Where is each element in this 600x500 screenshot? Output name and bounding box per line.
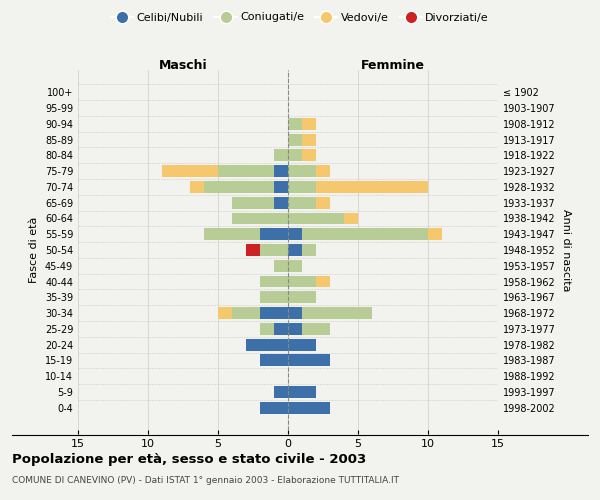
Bar (246, 338, 288, 350)
Bar (260, 323, 274, 335)
Bar (162, 165, 218, 177)
Bar (274, 386, 288, 398)
Text: Maschi: Maschi (158, 59, 208, 72)
Legend: Celibi/Nubili, Coniugati/e, Vedovi/e, Divorziati/e: Celibi/Nubili, Coniugati/e, Vedovi/e, Di… (107, 8, 493, 27)
Bar (288, 212, 344, 224)
Text: Popolazione per età, sesso e stato civile - 2003: Popolazione per età, sesso e stato civil… (12, 452, 366, 466)
Bar (274, 323, 288, 335)
Bar (288, 307, 302, 319)
Text: Femmine: Femmine (361, 59, 425, 72)
Bar (190, 181, 204, 193)
Bar (288, 338, 316, 350)
Y-axis label: Anni di nascita: Anni di nascita (561, 209, 571, 291)
Bar (218, 165, 274, 177)
Bar (288, 118, 302, 130)
Bar (288, 402, 330, 413)
Bar (302, 134, 316, 145)
Bar (288, 386, 316, 398)
Bar (288, 181, 316, 193)
Bar (260, 244, 288, 256)
Bar (288, 197, 316, 208)
Bar (302, 244, 316, 256)
Bar (246, 244, 260, 256)
Bar (344, 212, 358, 224)
Bar (232, 307, 260, 319)
Bar (274, 260, 288, 272)
Bar (260, 228, 288, 240)
Bar (260, 292, 288, 303)
Bar (260, 354, 288, 366)
Bar (428, 228, 442, 240)
Bar (288, 150, 302, 162)
Bar (232, 197, 274, 208)
Bar (302, 228, 428, 240)
Bar (316, 276, 330, 287)
Bar (260, 402, 288, 413)
Bar (288, 244, 302, 256)
Bar (274, 150, 288, 162)
Bar (204, 228, 260, 240)
Bar (274, 197, 288, 208)
Bar (302, 323, 330, 335)
Text: COMUNE DI CANEVINO (PV) - Dati ISTAT 1° gennaio 2003 - Elaborazione TUTTITALIA.I: COMUNE DI CANEVINO (PV) - Dati ISTAT 1° … (12, 476, 399, 485)
Bar (274, 181, 288, 193)
Bar (288, 323, 302, 335)
Bar (316, 181, 428, 193)
Bar (316, 165, 330, 177)
Bar (302, 307, 372, 319)
Bar (316, 197, 330, 208)
Bar (288, 354, 330, 366)
Bar (274, 165, 288, 177)
Bar (302, 150, 316, 162)
Bar (288, 228, 302, 240)
Bar (302, 118, 316, 130)
Bar (288, 165, 316, 177)
Bar (260, 276, 288, 287)
Y-axis label: Fasce di età: Fasce di età (29, 217, 39, 283)
Bar (232, 212, 288, 224)
Bar (260, 307, 288, 319)
Bar (204, 181, 274, 193)
Bar (288, 292, 316, 303)
Bar (288, 276, 316, 287)
Bar (218, 307, 232, 319)
Bar (288, 260, 302, 272)
Bar (288, 134, 302, 145)
